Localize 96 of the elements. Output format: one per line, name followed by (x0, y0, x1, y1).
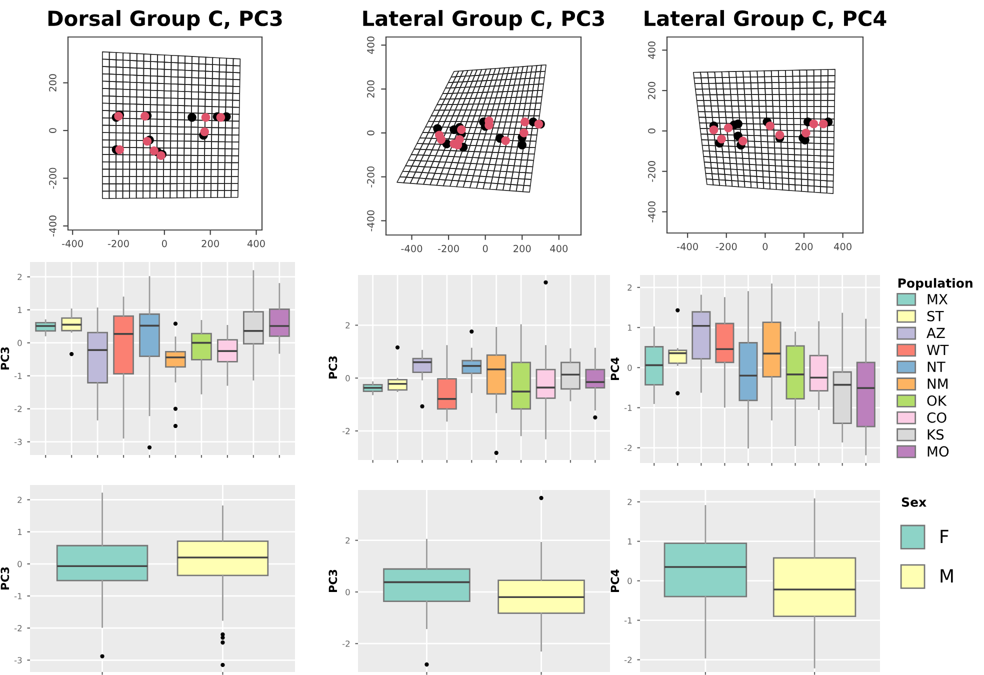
point (717, 134, 726, 144)
legend-title: Population (898, 278, 972, 290)
legend-label: F (940, 530, 948, 544)
x-tick-label: -400 (62, 240, 83, 248)
point (775, 130, 784, 140)
legend-label: MO (928, 446, 949, 457)
legend-label: NM (928, 378, 948, 389)
y-tick-label: -2 (14, 406, 22, 412)
y-tick-label: 2 (18, 274, 22, 280)
point (819, 119, 828, 128)
point (188, 113, 196, 122)
x-tick-label: -200 (438, 244, 459, 252)
chart-title: Lateral Group C, PC4 (644, 10, 886, 30)
point (724, 124, 733, 132)
point (201, 113, 210, 122)
point (802, 128, 810, 138)
y-tick-label: -200 (49, 168, 56, 189)
y-tick-label: -1 (624, 617, 632, 624)
legend-title: Sex (902, 497, 926, 507)
y-tick-label: 2 (628, 498, 632, 506)
y-tick-label: 0 (346, 588, 350, 596)
y-axis-title: PC4 (610, 357, 620, 380)
chart-title: Dorsal Group C, PC3 (48, 10, 282, 30)
y-tick-label: 1 (628, 538, 632, 544)
legend-label: OK (927, 395, 947, 406)
point (140, 112, 150, 121)
y-tick-label: 200 (367, 80, 374, 98)
x-tick-label: 200 (202, 240, 219, 248)
y-tick-label: -2 (14, 625, 22, 632)
legend-label: AZ (926, 328, 945, 338)
point (709, 126, 718, 134)
y-tick-label: -2 (342, 428, 350, 434)
y-tick-label: -200 (648, 160, 656, 182)
chart-title: Lateral Group C, PC3 (363, 10, 604, 30)
y-tick-label: 0 (628, 364, 632, 371)
point (436, 135, 446, 144)
y-tick-label: 0 (49, 128, 56, 133)
x-tick-label: 0 (162, 240, 167, 248)
y-tick-label: -200 (367, 166, 374, 188)
y-tick-label: -1 (14, 593, 22, 600)
x-tick-label: -400 (401, 244, 422, 252)
legend-label: KS (928, 429, 944, 440)
y-tick-label: 0 (346, 375, 350, 382)
y-tick-label: -2 (624, 656, 632, 663)
y-tick-label: 2 (346, 322, 350, 328)
x-tick-label: -400 (677, 242, 698, 250)
y-tick-label: -1 (14, 372, 22, 379)
x-tick-label: 200 (514, 244, 531, 252)
y-tick-label: 1 (628, 324, 632, 331)
y-tick-label: 2 (628, 284, 632, 291)
y-tick-label: -2 (624, 444, 632, 451)
y-tick-label: 0 (648, 128, 656, 134)
x-tick-label: 400 (247, 240, 265, 248)
point (809, 119, 818, 128)
y-tick-label: 2 (346, 537, 350, 544)
x-tick-label: -200 (108, 240, 129, 248)
x-tick-label: 0 (482, 244, 488, 252)
y-tick-label: 0 (628, 578, 632, 584)
point (200, 127, 209, 136)
legend-label: WT (926, 344, 949, 355)
y-tick-label: -1 (624, 404, 632, 411)
legend-label: ST (927, 310, 944, 322)
x-tick-label: 400 (550, 244, 568, 252)
legend-label: M (940, 569, 953, 582)
x-tick-label: 0 (762, 242, 768, 250)
y-tick-label: 0 (367, 130, 374, 136)
legend-label: CO (927, 412, 946, 423)
legend-label: NT (928, 362, 946, 372)
y-axis-title: PC3 (0, 567, 10, 590)
y-axis-title: PC3 (0, 347, 10, 370)
y-tick-label: 0 (18, 560, 22, 568)
x-tick-label: -200 (716, 242, 737, 250)
y-tick-label: 1 (18, 528, 22, 535)
y-tick-label: -2 (342, 640, 350, 647)
y-tick-label: 200 (648, 82, 656, 100)
y-tick-label: 2 (18, 496, 22, 503)
y-axis-title: PC4 (610, 569, 620, 592)
y-tick-label: 0 (18, 340, 22, 346)
y-tick-label: -400 (367, 210, 374, 232)
legend-label: MX (928, 294, 948, 304)
x-tick-label: 200 (795, 242, 813, 250)
y-tick-label: -400 (648, 201, 656, 222)
point (734, 119, 742, 128)
point (738, 136, 748, 146)
y-tick-label: 200 (49, 74, 56, 92)
point (501, 136, 510, 145)
y-tick-label: 1 (18, 306, 22, 314)
point (142, 136, 152, 146)
y-tick-label: 400 (367, 36, 374, 54)
y-tick-label: 400 (648, 42, 656, 59)
y-axis-title: PC3 (328, 356, 338, 378)
x-tick-label: 400 (834, 242, 852, 250)
y-tick-label: -3 (14, 438, 22, 446)
point (520, 118, 530, 126)
y-axis-title: PC3 (328, 570, 338, 592)
y-tick-label: -3 (14, 657, 22, 664)
